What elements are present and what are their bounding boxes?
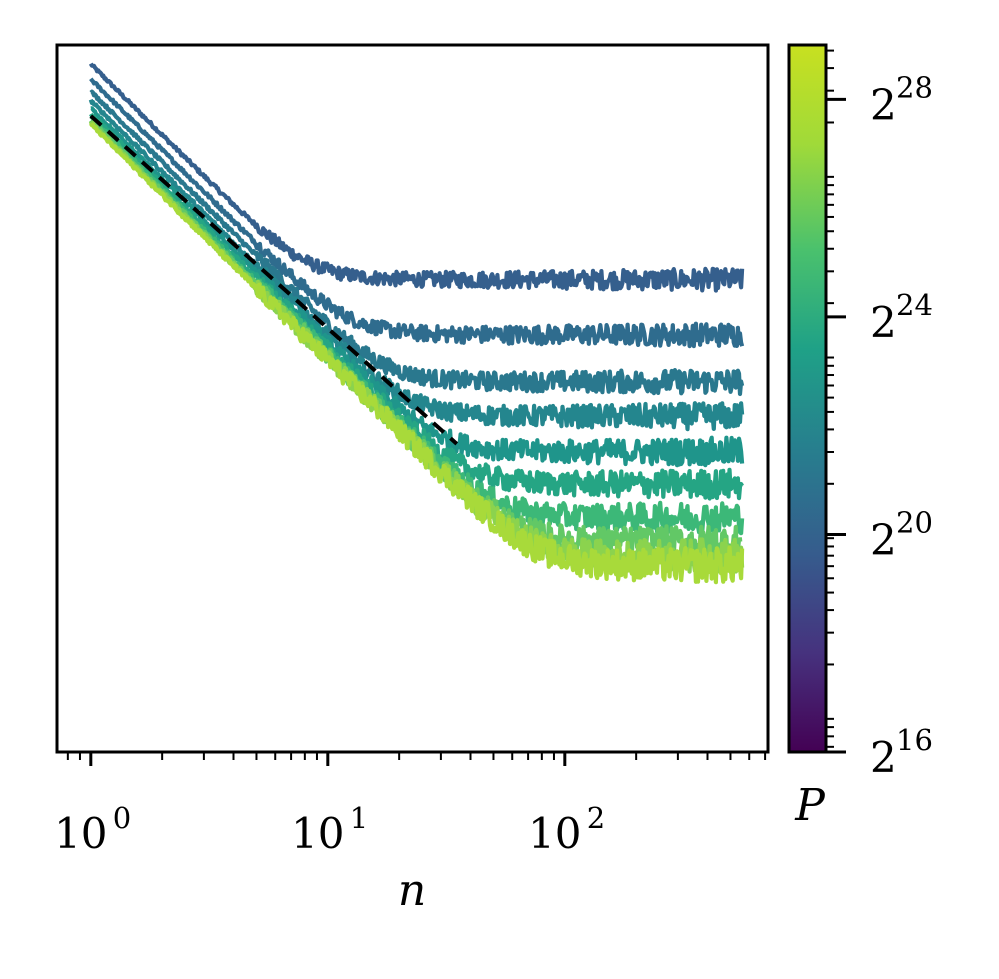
- svg-text:2: 2: [870, 733, 897, 782]
- svg-text:28: 28: [896, 70, 933, 104]
- colorbar-title: P: [794, 780, 826, 831]
- colorbar-gradient: [789, 45, 826, 752]
- colorbar-tick-label: 2 28: [870, 70, 933, 129]
- x-tick-label: 10 1: [291, 801, 368, 858]
- series-line-10: [89, 122, 745, 585]
- colorbar-tick-label: 2 24: [870, 288, 933, 347]
- svg-text:0: 0: [113, 801, 131, 835]
- svg-text:2: 2: [870, 80, 897, 129]
- svg-text:10: 10: [528, 809, 581, 858]
- svg-text:2: 2: [870, 515, 897, 564]
- series-line-2: [89, 77, 745, 349]
- svg-text:20: 20: [896, 505, 933, 539]
- series-group: [88, 62, 745, 585]
- svg-text:10: 10: [54, 809, 107, 858]
- colorbar-tick-label: 2 16: [870, 723, 933, 782]
- x-axis-labels: 10 0 10 1 10 2: [54, 801, 605, 858]
- svg-text:1: 1: [350, 801, 368, 835]
- series-line-3: [89, 89, 745, 397]
- svg-text:2: 2: [870, 298, 897, 347]
- svg-text:10: 10: [291, 809, 344, 858]
- svg-text:16: 16: [896, 723, 933, 757]
- plot-frame: [55, 43, 770, 754]
- x-axis-title: n: [398, 865, 426, 916]
- x-tick-label: 10 0: [54, 801, 131, 858]
- x-axis-ticks: [66, 752, 767, 766]
- svg-text:2: 2: [587, 801, 605, 835]
- x-tick-label: 10 2: [528, 801, 605, 858]
- series-line-4: [88, 99, 745, 432]
- colorbar: 2 162 202 242 28 P: [787, 43, 933, 831]
- colorbar-ticks: [826, 49, 846, 754]
- svg-text:24: 24: [896, 288, 933, 322]
- reference-dashed-line: [89, 114, 459, 446]
- colorbar-tick-label: 2 20: [870, 505, 933, 564]
- series-line-1: [88, 62, 745, 293]
- series-line-6: [89, 112, 744, 501]
- plot-area: [55, 43, 770, 766]
- colorbar-tick-labels: 2 162 202 242 28: [870, 70, 933, 782]
